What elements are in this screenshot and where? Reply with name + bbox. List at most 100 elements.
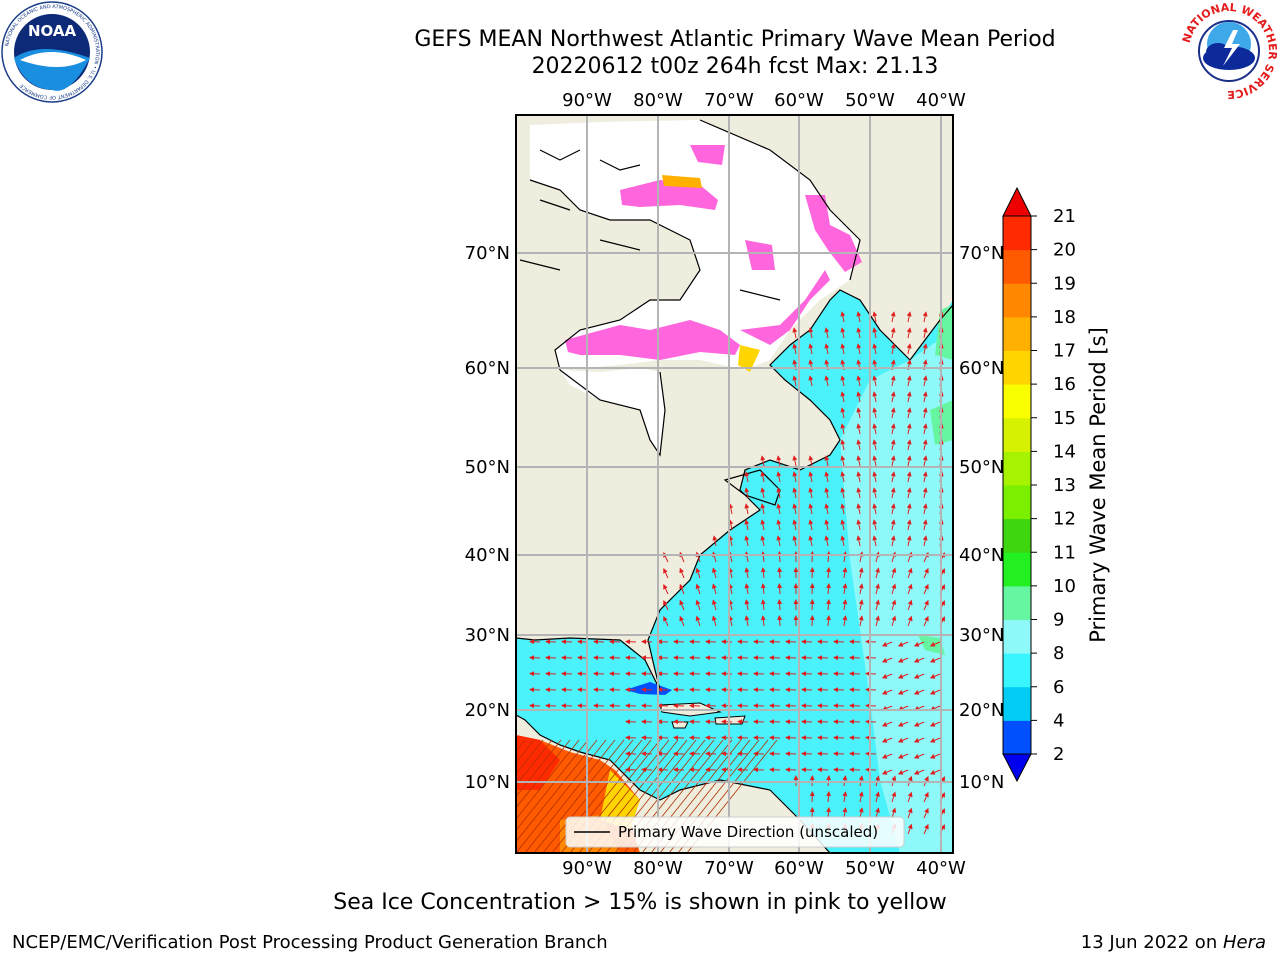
direction-arrow xyxy=(840,471,846,483)
left-lat-labels: 70°N 60°N 50°N 40°N 30°N 20°N 10°N xyxy=(465,243,510,793)
direction-arrow xyxy=(872,327,878,339)
direction-arrow xyxy=(929,737,941,743)
direction-arrow xyxy=(858,567,864,579)
direction-arrow xyxy=(875,807,880,819)
direction-arrow xyxy=(808,471,814,483)
direction-arrow xyxy=(897,753,909,759)
colorbar-tick-label: 9 xyxy=(1053,610,1064,631)
direction-arrow xyxy=(922,327,928,339)
direction-arrow xyxy=(744,615,750,627)
direction-arrow xyxy=(881,673,893,679)
direction-arrow xyxy=(906,311,912,323)
colorbar-segment xyxy=(1003,216,1031,251)
direction-arrow xyxy=(663,584,669,595)
graticule xyxy=(516,115,953,853)
direction-arrow xyxy=(840,327,846,339)
direction-arrow xyxy=(913,673,925,679)
direction-arrow xyxy=(913,769,925,775)
direction-arrow xyxy=(679,615,685,627)
direction-arrow xyxy=(840,391,846,403)
direction-hatch xyxy=(516,739,535,764)
direction-arrow xyxy=(923,823,929,835)
direction-arrow xyxy=(907,599,913,611)
direction-arrow xyxy=(922,471,928,483)
colorbar-tick-label: 11 xyxy=(1053,542,1076,563)
direction-arrow xyxy=(875,791,880,803)
direction-arrow xyxy=(679,599,685,611)
lon-label-bottom: 60°W xyxy=(774,858,824,879)
direction-arrow xyxy=(760,503,766,515)
lon-label-bottom: 50°W xyxy=(845,858,895,879)
chart-title-line1: GEFS MEAN Northwest Atlantic Primary Wav… xyxy=(414,27,1056,52)
direction-arrow xyxy=(858,583,864,595)
colorbar-segment xyxy=(1003,283,1031,318)
colorbar-segment xyxy=(1003,350,1031,385)
direction-arrow xyxy=(907,583,913,595)
lon-label-top: 40°W xyxy=(916,90,966,111)
lat-label-left: 70°N xyxy=(465,243,510,264)
direction-arrow xyxy=(840,535,846,547)
colorbar-tick-label: 14 xyxy=(1053,441,1076,462)
direction-arrow xyxy=(875,583,880,595)
colorbar-under-arrow xyxy=(1002,753,1032,783)
direction-arrow xyxy=(776,535,782,547)
direction-arrow xyxy=(792,471,798,483)
colorbar-tick-label: 19 xyxy=(1053,273,1076,294)
direction-hatch xyxy=(363,740,453,853)
direction-arrow xyxy=(922,423,928,435)
colorbar-tick-label: 15 xyxy=(1053,408,1076,429)
direction-arrow xyxy=(744,519,750,531)
lon-label-bottom: 90°W xyxy=(562,858,612,879)
direction-arrow xyxy=(679,567,685,579)
lat-label-left: 60°N xyxy=(465,358,510,379)
legend-box xyxy=(565,816,905,848)
direction-arrow xyxy=(792,535,798,547)
direction-arrow xyxy=(856,311,862,323)
direction-arrow xyxy=(906,407,912,419)
direction-hatch xyxy=(408,740,498,853)
direction-arrow xyxy=(922,407,928,419)
colorbar-over-arrow xyxy=(1002,186,1032,217)
colorbar-segment xyxy=(1003,720,1031,755)
direction-arrow xyxy=(826,599,832,611)
direction-hatch xyxy=(381,740,471,853)
direction-arrow xyxy=(776,455,782,467)
direction-hatch xyxy=(516,739,607,853)
direction-arrow xyxy=(929,673,941,679)
direction-arrow xyxy=(808,455,814,467)
direction-arrow xyxy=(728,567,734,579)
direction-arrow xyxy=(728,535,734,547)
direction-arrow xyxy=(897,673,909,679)
top-lon-labels: 90°W 80°W 70°W 60°W 50°W 40°W xyxy=(562,90,966,111)
lat-label-right: 60°N xyxy=(959,358,1004,379)
direction-arrow xyxy=(776,487,782,499)
direction-hatch xyxy=(516,739,544,775)
direction-hatch xyxy=(516,739,589,832)
coastlines xyxy=(516,119,953,853)
direction-arrow xyxy=(922,375,928,387)
direction-arrow xyxy=(891,567,897,579)
direction-arrow xyxy=(890,311,896,323)
direction-arrow xyxy=(856,455,862,467)
direction-arrow xyxy=(842,615,848,627)
direction-arrow xyxy=(856,327,862,339)
direction-arrow xyxy=(922,391,928,403)
direction-arrow xyxy=(913,689,925,695)
direction-arrow xyxy=(744,503,750,515)
footer-branch: NCEP/EMC/Verification Post Processing Pr… xyxy=(12,932,608,953)
direction-arrow xyxy=(890,375,896,387)
direction-arrow xyxy=(872,439,878,451)
direction-arrow xyxy=(856,407,862,419)
direction-arrow xyxy=(808,375,814,387)
direction-arrow xyxy=(856,439,862,451)
direction-arrow xyxy=(808,343,814,355)
colorbar-segment xyxy=(1003,249,1031,284)
direction-arrow xyxy=(922,311,928,323)
direction-arrow xyxy=(826,583,832,595)
direction-arrow xyxy=(728,551,734,563)
footer-date-text: 13 Jun 2022 on xyxy=(1080,932,1223,953)
direction-arrow xyxy=(858,599,864,611)
direction-arrow xyxy=(922,455,928,467)
noaa-logo-text: NOAA xyxy=(28,22,77,40)
